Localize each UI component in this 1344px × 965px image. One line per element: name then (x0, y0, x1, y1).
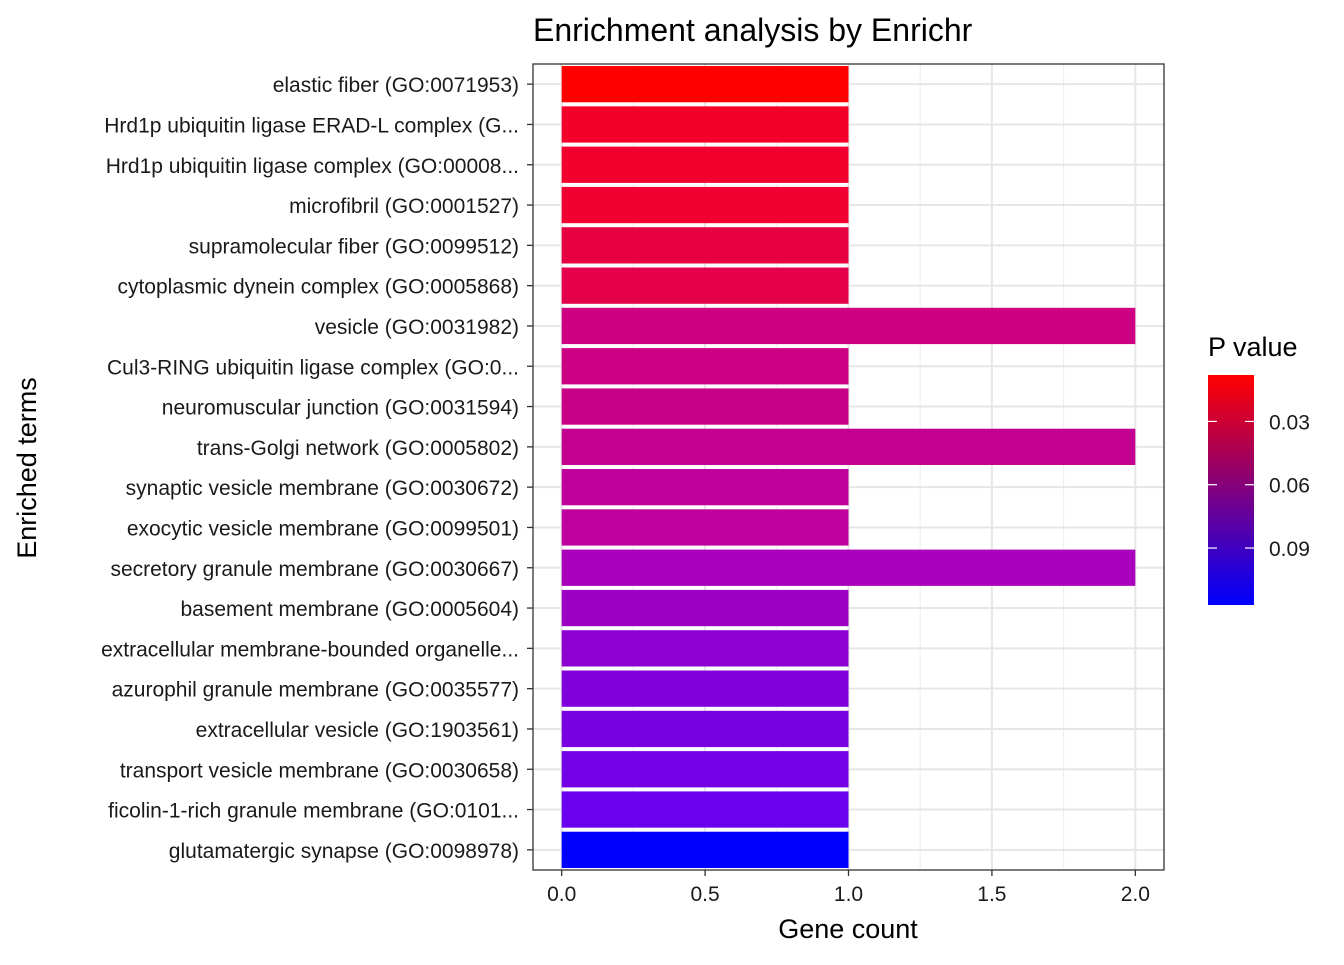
y-tick-label: elastic fiber (GO:0071953) (273, 74, 519, 97)
y-tick-label: exocytic vesicle membrane (GO:0099501) (127, 517, 519, 540)
y-tick-label: vesicle (GO:0031982) (315, 316, 519, 339)
y-tick-label: Hrd1p ubiquitin ligase ERAD-L complex (G… (104, 114, 519, 137)
x-tick-label: 0.5 (690, 883, 719, 906)
bar (561, 428, 1136, 465)
bar (561, 146, 849, 183)
y-tick-label: extracellular membrane-bounded organelle… (101, 638, 519, 661)
bar (561, 670, 849, 707)
bar (561, 348, 849, 385)
bar (561, 227, 849, 264)
bar (561, 831, 849, 868)
bar (561, 388, 849, 425)
y-tick-label: extracellular vesicle (GO:1903561) (196, 719, 519, 742)
bar (561, 509, 849, 546)
bar (561, 267, 849, 304)
y-tick-label: ficolin-1-rich granule membrane (GO:0101… (108, 800, 519, 823)
legend-colorbar (1208, 375, 1254, 605)
y-tick-label: basement membrane (GO:0005604) (180, 598, 519, 621)
legend-tick-label: 0.03 (1269, 411, 1310, 434)
y-tick-label: cytoplasmic dynein complex (GO:0005868) (117, 276, 519, 299)
y-tick-label: glutamatergic synapse (GO:0098978) (169, 840, 519, 863)
bar (561, 549, 1136, 586)
bar (561, 751, 849, 788)
y-tick-label: secretory granule membrane (GO:0030667) (110, 558, 519, 581)
x-axis-title: Gene count (778, 914, 918, 944)
y-axis-title: Enriched terms (12, 377, 42, 559)
bar (561, 66, 849, 103)
y-tick-label: azurophil granule membrane (GO:0035577) (112, 679, 519, 702)
bar (561, 589, 849, 627)
x-tick-label: 1.5 (977, 883, 1006, 906)
bar (561, 186, 849, 224)
y-tick-label: Hrd1p ubiquitin ligase complex (GO:00008… (106, 155, 519, 178)
bar (561, 791, 849, 828)
bar (561, 469, 849, 506)
bar (561, 710, 849, 748)
y-tick-label: microfibril (GO:0001527) (289, 195, 519, 218)
legend-title: P value (1208, 332, 1298, 362)
x-tick-label: 0.0 (547, 883, 576, 906)
bar (561, 630, 849, 667)
bar (561, 307, 1136, 345)
y-tick-label: trans-Golgi network (GO:0005802) (197, 437, 519, 460)
y-tick-label: Cul3-RING ubiquitin ligase complex (GO:0… (107, 356, 519, 379)
x-tick-label: 1.0 (834, 883, 863, 906)
chart-title: Enrichment analysis by Enrichr (533, 12, 973, 48)
x-tick-label: 2.0 (1121, 883, 1150, 906)
y-tick-label: synaptic vesicle membrane (GO:0030672) (126, 477, 519, 500)
bar (561, 106, 849, 143)
y-tick-label: supramolecular fiber (GO:0099512) (189, 235, 519, 258)
y-tick-label: neuromuscular junction (GO:0031594) (162, 397, 519, 420)
y-tick-label: transport vesicle membrane (GO:0030658) (120, 759, 519, 782)
legend-tick-label: 0.09 (1269, 538, 1310, 561)
legend-tick-label: 0.06 (1269, 475, 1310, 498)
